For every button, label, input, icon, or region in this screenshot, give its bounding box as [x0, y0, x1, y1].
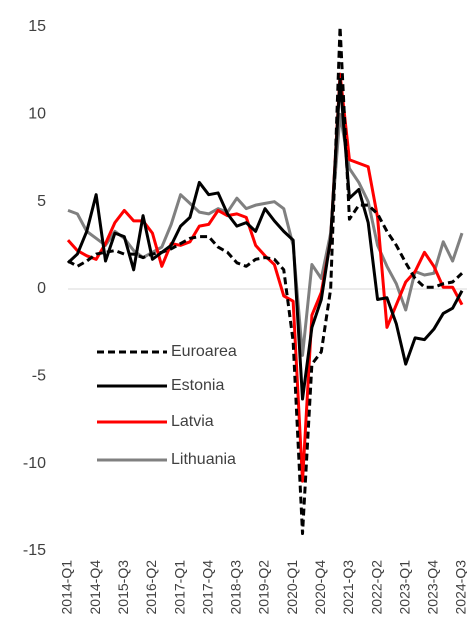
x-tick-label: 2015-Q3 — [115, 560, 131, 615]
x-tick-label: 2023-Q1 — [396, 560, 412, 615]
x-tick-label: 2021-Q3 — [340, 560, 356, 615]
x-tick-label: 2022-Q2 — [368, 560, 384, 615]
y-tick-label: 5 — [37, 193, 46, 210]
x-tick-label: 2019-Q2 — [256, 560, 272, 615]
line-series — [66, 72, 464, 483]
legend-item: Euroarea — [97, 343, 237, 360]
line-series — [67, 25, 464, 536]
x-tick-label: 2020-Q1 — [284, 560, 300, 615]
x-tick-label: 2016-Q2 — [143, 560, 159, 615]
y-tick-label: 15 — [28, 18, 46, 35]
line-series — [66, 77, 464, 401]
x-tick-label: 2020-Q4 — [312, 560, 328, 615]
legend-item: Latvia — [97, 413, 214, 430]
y-tick-label: -10 — [23, 455, 46, 472]
legend-label: Euroarea — [171, 343, 237, 360]
x-tick-label: 2018-Q3 — [228, 560, 244, 615]
x-tick-label: 2024-Q3 — [453, 560, 467, 615]
legend-label: Latvia — [171, 413, 214, 430]
legend-label: Lithuania — [171, 451, 236, 468]
y-tick-label: -5 — [32, 368, 46, 385]
y-tick-label: 10 — [28, 106, 46, 123]
legend-item: Estonia — [97, 377, 224, 394]
line-series — [67, 112, 464, 357]
x-tick-label: 2014-Q4 — [87, 560, 103, 615]
x-tick-label: 2023-Q4 — [425, 560, 441, 615]
x-tick-label: 2017-Q4 — [199, 560, 215, 615]
x-tick-label: 2014-Q1 — [59, 560, 75, 615]
y-tick-label: 0 — [37, 280, 46, 297]
legend-label: Estonia — [171, 377, 224, 394]
x-tick-label: 2017-Q1 — [171, 560, 187, 615]
legend-item: Lithuania — [97, 451, 236, 468]
y-tick-label: -15 — [23, 542, 46, 559]
